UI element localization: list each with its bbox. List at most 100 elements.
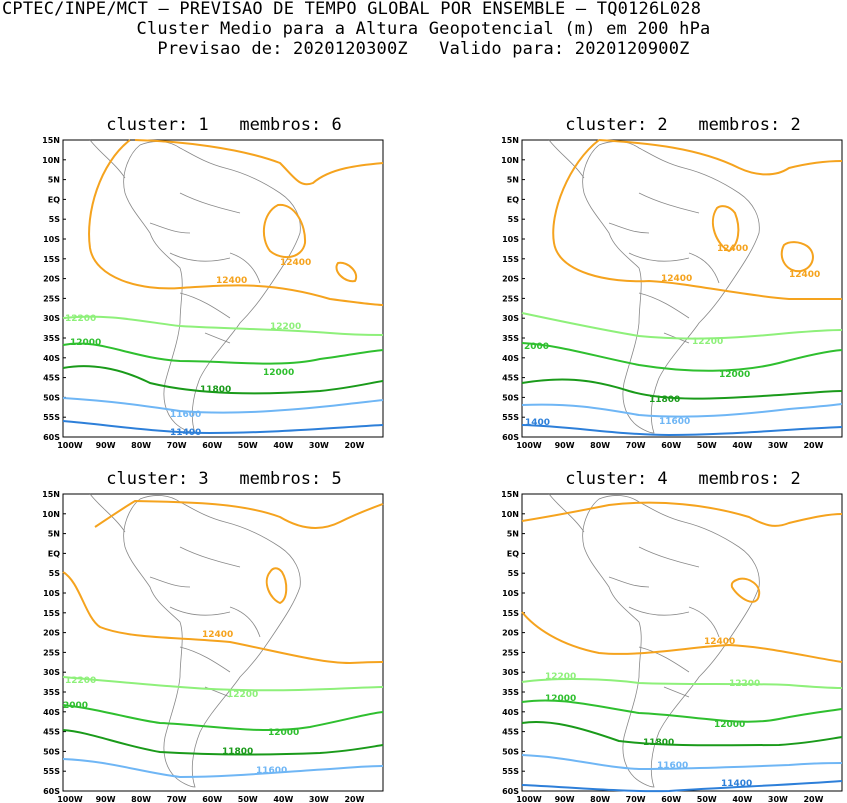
contour-12400-small <box>780 241 814 273</box>
contour-12000 <box>62 342 384 365</box>
contour-12400-main <box>521 611 843 663</box>
coastline-path <box>149 192 261 344</box>
lon-tick-label: 60W <box>661 795 681 802</box>
lat-tick-label: 15N <box>42 136 60 145</box>
label-e: 12000 <box>714 720 745 730</box>
panel-2-title: cluster: 2 membros: 2 <box>565 115 801 135</box>
label-f: 12000 <box>719 370 750 380</box>
map-frame <box>521 139 843 438</box>
lat-tick-label: 15S <box>502 255 519 264</box>
coastline-path <box>548 139 585 179</box>
contour-labels: 12400 12200 12200 12000 12000 11800 1160… <box>545 637 760 789</box>
lat-tick-label: 35S <box>43 688 60 697</box>
lat-tick-label: 30S <box>502 668 519 677</box>
lat-tick-label: 30S <box>502 314 519 323</box>
lon-tick-label: 90W <box>555 795 575 802</box>
lat-tick-label: 5N <box>48 530 60 539</box>
contour-12400-top <box>134 139 384 186</box>
lon-tick-label: 70W <box>626 441 646 448</box>
lon-tick-label: 40W <box>732 795 752 802</box>
contour-labels: 12400 12400 12400 12200 2000 12000 11800… <box>524 244 820 428</box>
label-h: 11600 <box>170 410 201 420</box>
lat-tick-label: 25S <box>502 648 519 657</box>
lat-tick-label: 5N <box>507 176 519 185</box>
contour-12200 <box>521 678 843 689</box>
lon-tick-label: 60W <box>202 441 222 448</box>
lon-tick-label: 20W <box>803 795 823 802</box>
lon-tick-label: 40W <box>273 795 293 802</box>
lat-tick-label: 25S <box>502 294 519 303</box>
label-g: 11800 <box>649 395 680 405</box>
lat-tick-label: 50S <box>502 747 519 756</box>
contour-12400-loop <box>711 205 740 253</box>
contours <box>62 139 384 435</box>
lon-tick-label: 50W <box>697 441 717 448</box>
lat-tick-label: EQ <box>48 195 60 204</box>
lat-tick-label: 30S <box>43 314 60 323</box>
lon-tick-label: 20W <box>344 441 364 448</box>
label-a: 12400 <box>704 637 735 647</box>
label-f: 12000 <box>263 368 294 378</box>
label-c: 12200 <box>227 690 258 700</box>
coastline-path <box>582 141 760 434</box>
lat-tick-label: 35S <box>502 334 519 343</box>
label-a: 12400 <box>280 258 311 268</box>
axes: 15N 10N 5N EQ 5S 10S 15S 20S 25S 30S 35S 40S 45S 50S 5… <box>501 490 843 802</box>
map-panel-4: 15N 10N 5N EQ 5S 10S 15S 20S 25S 30S 35S 40S 45S 50S 5… <box>501 490 843 802</box>
label-c: 12200 <box>729 679 760 689</box>
contour-labels: 12400 12200 12200 2000 12000 11800 11600 <box>63 630 299 776</box>
coastline <box>548 139 760 434</box>
lat-tick-label: 35S <box>502 688 519 697</box>
header-line-2: Cluster Medio para a Altura Geopotencial… <box>136 19 711 39</box>
lon-tick-label: 90W <box>96 441 116 448</box>
contour-12400-loop <box>262 203 307 259</box>
contour-11800 <box>62 365 384 395</box>
contour-12400-main <box>552 139 842 300</box>
label-a: 12400 <box>717 244 748 254</box>
label-h: 11600 <box>659 417 690 427</box>
label-e: 2000 <box>524 342 549 352</box>
lat-tick-label: 55S <box>502 413 519 422</box>
lat-tick-label: 15S <box>43 609 60 618</box>
label-d: 2000 <box>63 701 88 711</box>
map-panel-2: 15N 10N 5N EQ 5S 10S 15S 20S 25S 30S 35S 40S 45S 50S 5… <box>501 136 843 448</box>
lat-tick-label: 20S <box>43 275 60 284</box>
axes: 15N 10N 5N EQ 5S 10S 15S 20S 25S 30S 35S 40S 45S 50S 5… <box>42 490 384 802</box>
label-f: 11800 <box>222 747 253 757</box>
contour-12000 <box>62 704 384 732</box>
label-f: 11800 <box>643 738 674 748</box>
lon-tick-label: 80W <box>590 795 610 802</box>
lat-tick-label: 5S <box>49 215 61 224</box>
contour-11400 <box>521 780 843 793</box>
lat-tick-label: 10S <box>43 235 60 244</box>
lat-tick-label: 25S <box>43 648 60 657</box>
lon-tick-label: 60W <box>202 795 222 802</box>
axes: 15N 10N 5N EQ 5S 10S 15S 20S 25S 30S 35S 40S 45S 50S 5… <box>501 136 843 448</box>
lat-tick-label: 10N <box>501 156 519 165</box>
lat-tick-label: 45S <box>502 374 519 383</box>
lon-tick-label: 70W <box>167 795 187 802</box>
contour-12400-top <box>94 499 384 529</box>
lon-tick-label: 50W <box>238 441 258 448</box>
contour-labels: 12400 12400 12200 12200 12000 12000 1180… <box>65 258 311 438</box>
contour-12200 <box>521 312 843 340</box>
header-line-1: CPTEC/INPE/MCT – PREVISAO DE TEMPO GLOBA… <box>2 0 702 19</box>
contour-11800 <box>521 378 843 400</box>
label-b: 12200 <box>65 676 96 686</box>
contour-12400-main <box>88 139 384 306</box>
lon-tick-label: 30W <box>768 795 788 802</box>
lat-tick-label: 20S <box>43 629 60 638</box>
lon-tick-label: 90W <box>96 795 116 802</box>
contour-12400-loop <box>730 577 761 603</box>
lat-tick-label: 55S <box>43 413 60 422</box>
lon-tick-label: 80W <box>131 795 151 802</box>
label-d: 12000 <box>545 694 576 704</box>
lat-tick-label: 40S <box>43 354 60 363</box>
lat-tick-label: 20S <box>502 275 519 284</box>
coastline-path <box>89 493 126 533</box>
lon-tick-label: 30W <box>309 795 329 802</box>
coastline-path <box>123 495 301 788</box>
contour-11600 <box>62 397 384 414</box>
map-panel-3: 15N 10N 5N EQ 5S 10S 15S 20S 25S 30S 35S 40S 45S 50S 5… <box>42 490 384 802</box>
panel-4-title: cluster: 4 membros: 2 <box>565 469 801 489</box>
